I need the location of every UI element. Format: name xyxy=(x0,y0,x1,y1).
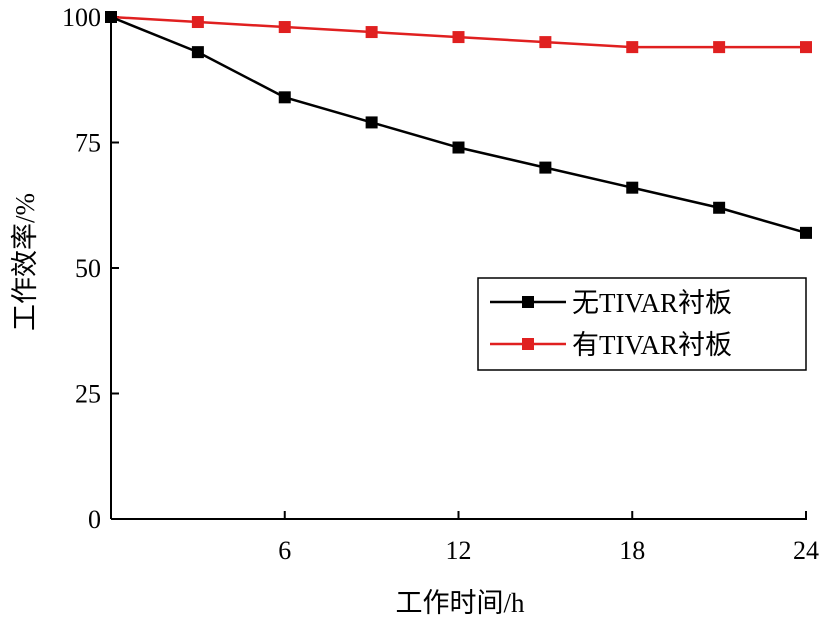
series-group xyxy=(105,11,812,239)
axes: 0 25 50 75 100 6 12 18 24 xyxy=(62,3,819,565)
legend-box xyxy=(477,277,807,371)
legend-label: 有TIVAR衬板 xyxy=(572,330,732,360)
x-tick-label: 18 xyxy=(619,536,645,565)
x-tick-label: 6 xyxy=(278,536,291,565)
data-point xyxy=(800,226,812,239)
data-point xyxy=(626,181,639,194)
data-point xyxy=(105,11,117,23)
data-point xyxy=(278,21,291,34)
data-point xyxy=(191,16,204,29)
data-point xyxy=(539,161,552,174)
y-tick-label: 0 xyxy=(88,505,101,534)
y-tick-label: 50 xyxy=(75,254,101,283)
data-point xyxy=(539,36,552,49)
series-line xyxy=(110,15,807,235)
x-tick-label: 24 xyxy=(793,536,819,565)
y-axis-label: 工作效率/% xyxy=(10,193,40,331)
legend-marker xyxy=(522,338,534,350)
data-point xyxy=(365,116,378,129)
y-tick-label: 25 xyxy=(75,380,101,409)
x-axis-label: 工作时间/h xyxy=(395,588,525,618)
data-point xyxy=(452,31,465,44)
data-point xyxy=(626,41,639,54)
data-point xyxy=(452,141,465,154)
data-point xyxy=(191,46,204,59)
y-tick-label: 100 xyxy=(62,3,101,32)
data-point xyxy=(713,201,726,214)
y-tick-label: 75 xyxy=(75,129,101,158)
data-point xyxy=(800,41,812,54)
data-point xyxy=(365,26,378,39)
x-tick-label: 12 xyxy=(446,536,472,565)
data-point xyxy=(278,91,291,104)
legend-marker xyxy=(522,296,534,308)
legend-label: 无TIVAR衬板 xyxy=(572,288,732,318)
data-point xyxy=(713,41,726,54)
